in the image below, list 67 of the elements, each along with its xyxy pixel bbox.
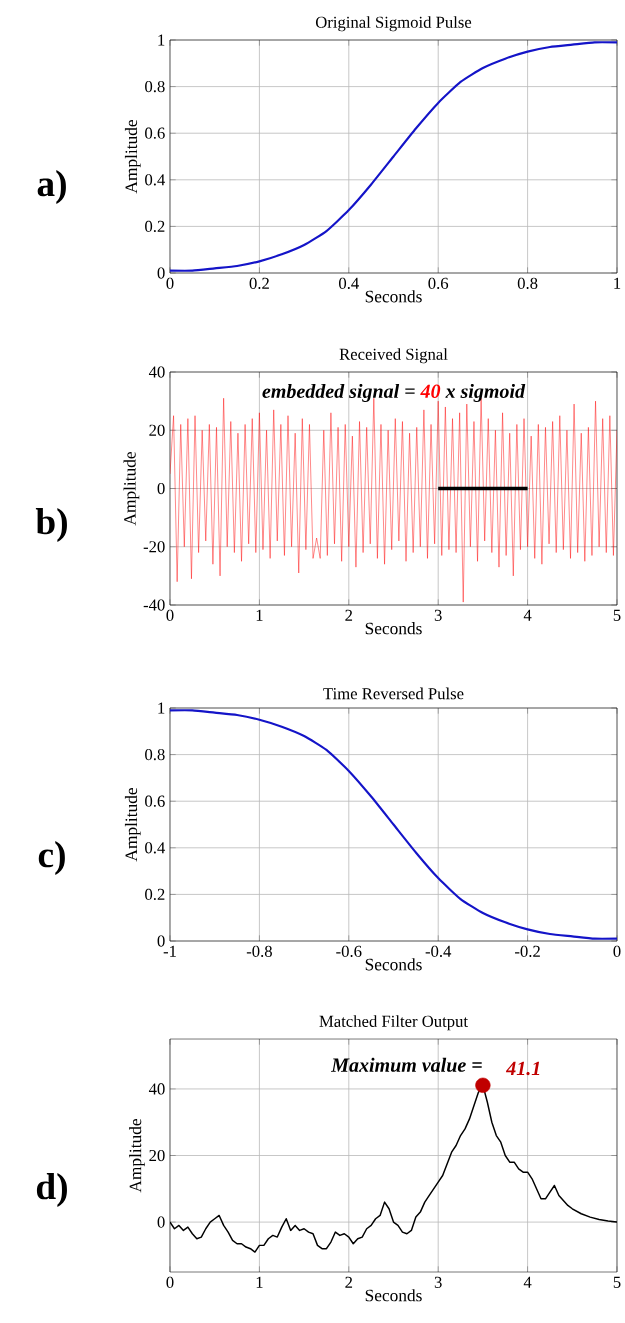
- y-tick-label: 0.6: [145, 795, 165, 807]
- y-tick-label: 0: [157, 935, 165, 947]
- y-tick-label: 0: [157, 267, 165, 279]
- y-tick-label: -40: [143, 599, 165, 611]
- x-tick-label: -0.4: [425, 945, 452, 958]
- y-tick-label: 0.4: [145, 174, 166, 186]
- data-label: 41.1: [505, 1061, 540, 1076]
- x-tick-label: 2: [345, 1276, 353, 1288]
- x-tick-label: 0: [166, 277, 174, 289]
- y-tick-label: 20: [149, 1149, 165, 1162]
- x-tick-label: -1: [163, 945, 176, 957]
- x-tick-label: 5: [613, 609, 621, 621]
- y-axis-title: Amplitude: [123, 452, 140, 526]
- x-tick-label: 1: [256, 609, 263, 621]
- x-tick-label: -0.8: [246, 945, 272, 958]
- y-tick-label: 1: [158, 34, 165, 46]
- y-tick-label: 40: [148, 1083, 165, 1095]
- x-tick-label: 3: [434, 609, 442, 621]
- line-series: [170, 709, 618, 940]
- x-tick-label: 1: [614, 277, 621, 289]
- y-axis-title: Amplitude: [124, 788, 141, 862]
- y-tick-label: 20: [149, 424, 165, 436]
- x-axis-title: Seconds: [365, 290, 422, 303]
- text: c): [38, 841, 65, 875]
- x-tick-label: 0: [613, 945, 621, 957]
- x-tick-label: -0.2: [515, 945, 540, 958]
- y-tick-label: 0.8: [145, 748, 165, 761]
- chart-title: Time Reversed Pulse: [323, 687, 464, 700]
- x-axis-title: Seconds: [365, 622, 422, 635]
- chart-title: Received Signal: [339, 348, 448, 364]
- x-tick-label: -0.6: [336, 945, 362, 958]
- y-tick-label: 0.6: [145, 127, 165, 139]
- y-tick-label: 40: [148, 366, 165, 378]
- y-tick-label: 0.8: [145, 80, 165, 93]
- x-axis-title: Seconds: [365, 958, 422, 971]
- y-tick-label: 1: [158, 702, 165, 714]
- x-tick-label: 3: [434, 1276, 442, 1288]
- text: a): [37, 170, 66, 204]
- text: b): [35, 508, 67, 542]
- chart-title: Original Sigmoid Pulse: [315, 16, 472, 32]
- x-tick-label: 4: [523, 1276, 532, 1288]
- y-tick-label: 0: [157, 482, 165, 495]
- y-tick-label: 0: [157, 1216, 165, 1228]
- x-tick-label: 0: [166, 609, 174, 621]
- line-series: [170, 41, 618, 272]
- x-axis-title: Seconds: [365, 1289, 422, 1302]
- annotation: Maximum value =: [330, 1057, 482, 1072]
- y-axis-title: Amplitude: [124, 120, 141, 194]
- x-tick-label: 0: [166, 1276, 174, 1288]
- y-tick-label: 0.4: [145, 842, 166, 854]
- y-tick-label: 0.2: [145, 220, 165, 233]
- annotation: embedded signal =: [262, 383, 415, 403]
- text: d): [36, 1173, 67, 1207]
- x-tick-label: 0.8: [517, 277, 538, 290]
- chart-title: Matched Filter Output: [319, 1015, 468, 1031]
- x-tick-label: 0.6: [428, 277, 449, 290]
- x-tick-label: 5: [613, 1276, 621, 1288]
- annotation: 40: [420, 384, 441, 398]
- x-tick-label: 2: [345, 609, 353, 621]
- y-tick-label: -20: [143, 541, 165, 553]
- x-tick-label: 0.2: [249, 277, 269, 290]
- x-tick-label: 0.4: [339, 277, 359, 290]
- x-tick-label: 4: [523, 609, 532, 621]
- y-axis-title: Amplitude: [129, 1119, 145, 1193]
- x-tick-label: 1: [256, 1276, 263, 1288]
- annotation: x sigmoid: [445, 383, 526, 403]
- y-tick-label: 0.2: [145, 888, 165, 901]
